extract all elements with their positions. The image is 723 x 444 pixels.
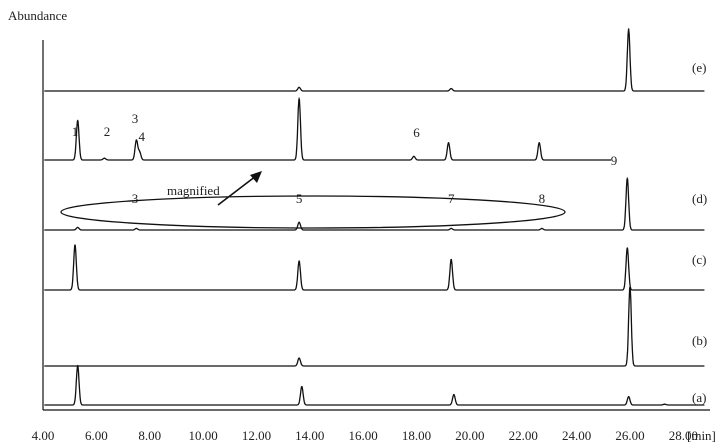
trace-line	[44, 178, 705, 231]
peak-number-label: 1	[72, 124, 79, 139]
x-tick-label: 12.00	[242, 428, 271, 443]
peak-point	[538, 142, 540, 144]
peak-point	[298, 357, 300, 359]
x-tick-label: 22.00	[509, 428, 538, 443]
x-tick-label: 28.00	[669, 428, 698, 443]
x-tick-label: 26.00	[615, 428, 644, 443]
x-tick-label: 24.00	[562, 428, 591, 443]
trace-line	[44, 245, 705, 291]
magnify-arrowhead	[250, 171, 262, 183]
x-tick-label: 6.00	[85, 428, 108, 443]
peak-point	[298, 221, 300, 223]
peak-point	[135, 139, 137, 141]
peak-number-label: 3	[132, 191, 139, 206]
peak-point	[453, 393, 455, 396]
x-tick-label: 10.00	[188, 428, 217, 443]
trace-label: (b)	[692, 333, 707, 348]
peak-number-label: 6	[413, 125, 420, 140]
trace-line	[44, 98, 612, 161]
peak-number-label: 4	[138, 129, 145, 144]
peak-point	[298, 260, 300, 262]
peak-point	[450, 87, 452, 90]
peak-point	[74, 244, 76, 246]
peak-point	[628, 396, 630, 398]
x-tick-label: 8.00	[138, 428, 161, 443]
peak-point	[626, 177, 628, 179]
peak-point	[77, 119, 79, 121]
trace-label: (e)	[692, 60, 706, 75]
peak-point	[450, 258, 452, 260]
peak-point	[447, 142, 450, 144]
peak-point	[103, 157, 105, 159]
trace-line	[44, 365, 705, 406]
x-ticks: 4.00 6.00 8.00 10.00 12.00 14.00 16.00 18.00 20.…	[32, 428, 698, 443]
trace-label: (c)	[692, 252, 706, 267]
peak-point	[629, 285, 631, 287]
trace-line	[44, 28, 705, 92]
peak-point	[139, 151, 141, 153]
traces	[44, 28, 705, 406]
peak-point	[413, 155, 415, 157]
peak-point	[135, 227, 137, 229]
magnify-ellipse	[60, 195, 566, 229]
peak-point	[301, 385, 303, 388]
peak-number-label: 8	[539, 191, 546, 206]
magnified-annotation: magnified	[167, 183, 220, 198]
trace-label: (d)	[692, 191, 707, 206]
peak-point	[628, 28, 630, 30]
x-tick-label: 4.00	[32, 428, 55, 443]
x-tick-label: 18.00	[402, 428, 431, 443]
x-axis-unit-label: [min]	[687, 428, 716, 443]
peak-point	[298, 97, 300, 99]
peak-number-label: 9	[611, 153, 618, 168]
peak-point	[298, 86, 300, 88]
y-axis-label: Abundance	[8, 8, 67, 23]
peak-point	[626, 247, 628, 249]
x-tick-label: 14.00	[295, 428, 324, 443]
peak-number-label: 3	[132, 111, 139, 126]
peak-number-label: 2	[104, 124, 111, 139]
trace-labels: (e) (d) (c) (b) (a)	[692, 60, 707, 405]
trace-label: (a)	[692, 390, 706, 405]
peak-point	[77, 364, 79, 367]
peak-point	[77, 226, 79, 228]
peak-point	[450, 227, 452, 229]
x-tick-label: 20.00	[455, 428, 484, 443]
peak-point	[664, 403, 666, 405]
x-tick-label: 16.00	[349, 428, 378, 443]
magnify-arrow	[217, 175, 257, 206]
peak-point	[541, 227, 543, 229]
peak-number-label: 5	[296, 191, 303, 206]
trace-line	[44, 286, 705, 367]
